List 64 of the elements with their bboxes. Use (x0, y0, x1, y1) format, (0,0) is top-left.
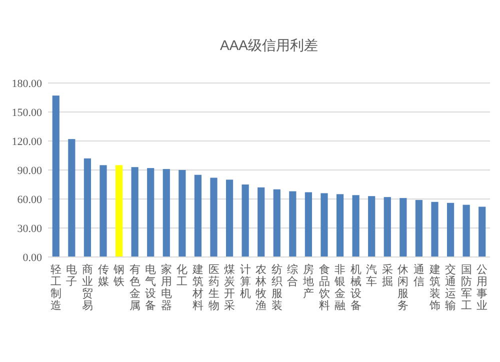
y-tick-label: 30.00 (17, 223, 42, 235)
x-tick-label: 有色金属 (129, 264, 140, 312)
bar (446, 202, 454, 257)
bar (258, 187, 265, 257)
bar (68, 139, 76, 257)
x-tick-label: 交通运输 (445, 263, 456, 312)
x-tick-label: 国防军工 (460, 264, 472, 312)
x-tick-label: 纺织服装 (271, 263, 282, 312)
bar (336, 194, 344, 257)
bar (400, 198, 407, 257)
bar (131, 167, 138, 257)
x-tick-label: 食品饮料 (318, 264, 330, 312)
bar (462, 204, 470, 257)
bar (289, 191, 296, 257)
bar (242, 184, 249, 257)
x-tick-label: 休闲服务 (398, 264, 409, 312)
bar (304, 192, 312, 257)
x-tick-label: 汽车 (366, 264, 378, 288)
x-tick-label: 建筑材料 (191, 263, 204, 312)
x-tick-label: 传媒 (98, 264, 109, 288)
y-tick-label: 90.00 (17, 165, 42, 177)
x-tick-label: 通信 (413, 263, 424, 288)
x-tick-label: 电子 (66, 263, 78, 288)
x-tick-label: 建筑装饰 (428, 263, 440, 312)
x-tick-label: 计算机 (240, 263, 251, 300)
bar (320, 193, 328, 257)
x-tick-label: 商业贸易 (82, 263, 93, 312)
bar (273, 189, 280, 257)
y-tick-label: 180.00 (12, 78, 42, 90)
bar (226, 180, 234, 257)
bar (147, 168, 154, 257)
y-tick-label: 60.00 (17, 194, 42, 206)
bar (162, 169, 170, 257)
bar (52, 96, 60, 257)
bar (178, 170, 186, 257)
x-tick-label: 煤炭开采 (224, 264, 236, 312)
x-tick-label: 机械设备 (350, 264, 362, 312)
y-tick-label: 150.00 (12, 107, 42, 119)
bar (84, 158, 92, 257)
x-tick-label: 农林牧渔 (254, 264, 267, 312)
bar (431, 202, 438, 257)
x-tick-label: 房地产 (302, 263, 314, 300)
x-tick-label: 公用事业 (476, 264, 488, 312)
y-tick-label: 120.00 (12, 136, 42, 148)
x-tick-label: 家用电器 (160, 263, 172, 312)
x-tick-label: 电气设备 (145, 263, 156, 312)
chart-title: AAA级信用利差 (220, 37, 318, 53)
bar (415, 200, 423, 257)
bar (384, 197, 391, 257)
bar (100, 165, 107, 257)
x-tick-label: 采掘 (382, 263, 393, 288)
x-tick-label: 轻工制造 (50, 264, 62, 312)
x-tick-label: 非银金融 (334, 263, 346, 312)
bar (352, 195, 360, 257)
x-tick-label: 综合 (287, 263, 298, 288)
x-tick-label: 化工 (176, 264, 188, 288)
bar (368, 196, 376, 257)
bar (115, 165, 123, 257)
y-tick-label: 0.00 (22, 252, 42, 264)
bar (194, 174, 202, 257)
x-tick-label: 钢铁 (112, 264, 125, 288)
bar (210, 178, 218, 257)
bar (478, 206, 486, 257)
x-tick-label: 医药生物 (208, 264, 220, 312)
